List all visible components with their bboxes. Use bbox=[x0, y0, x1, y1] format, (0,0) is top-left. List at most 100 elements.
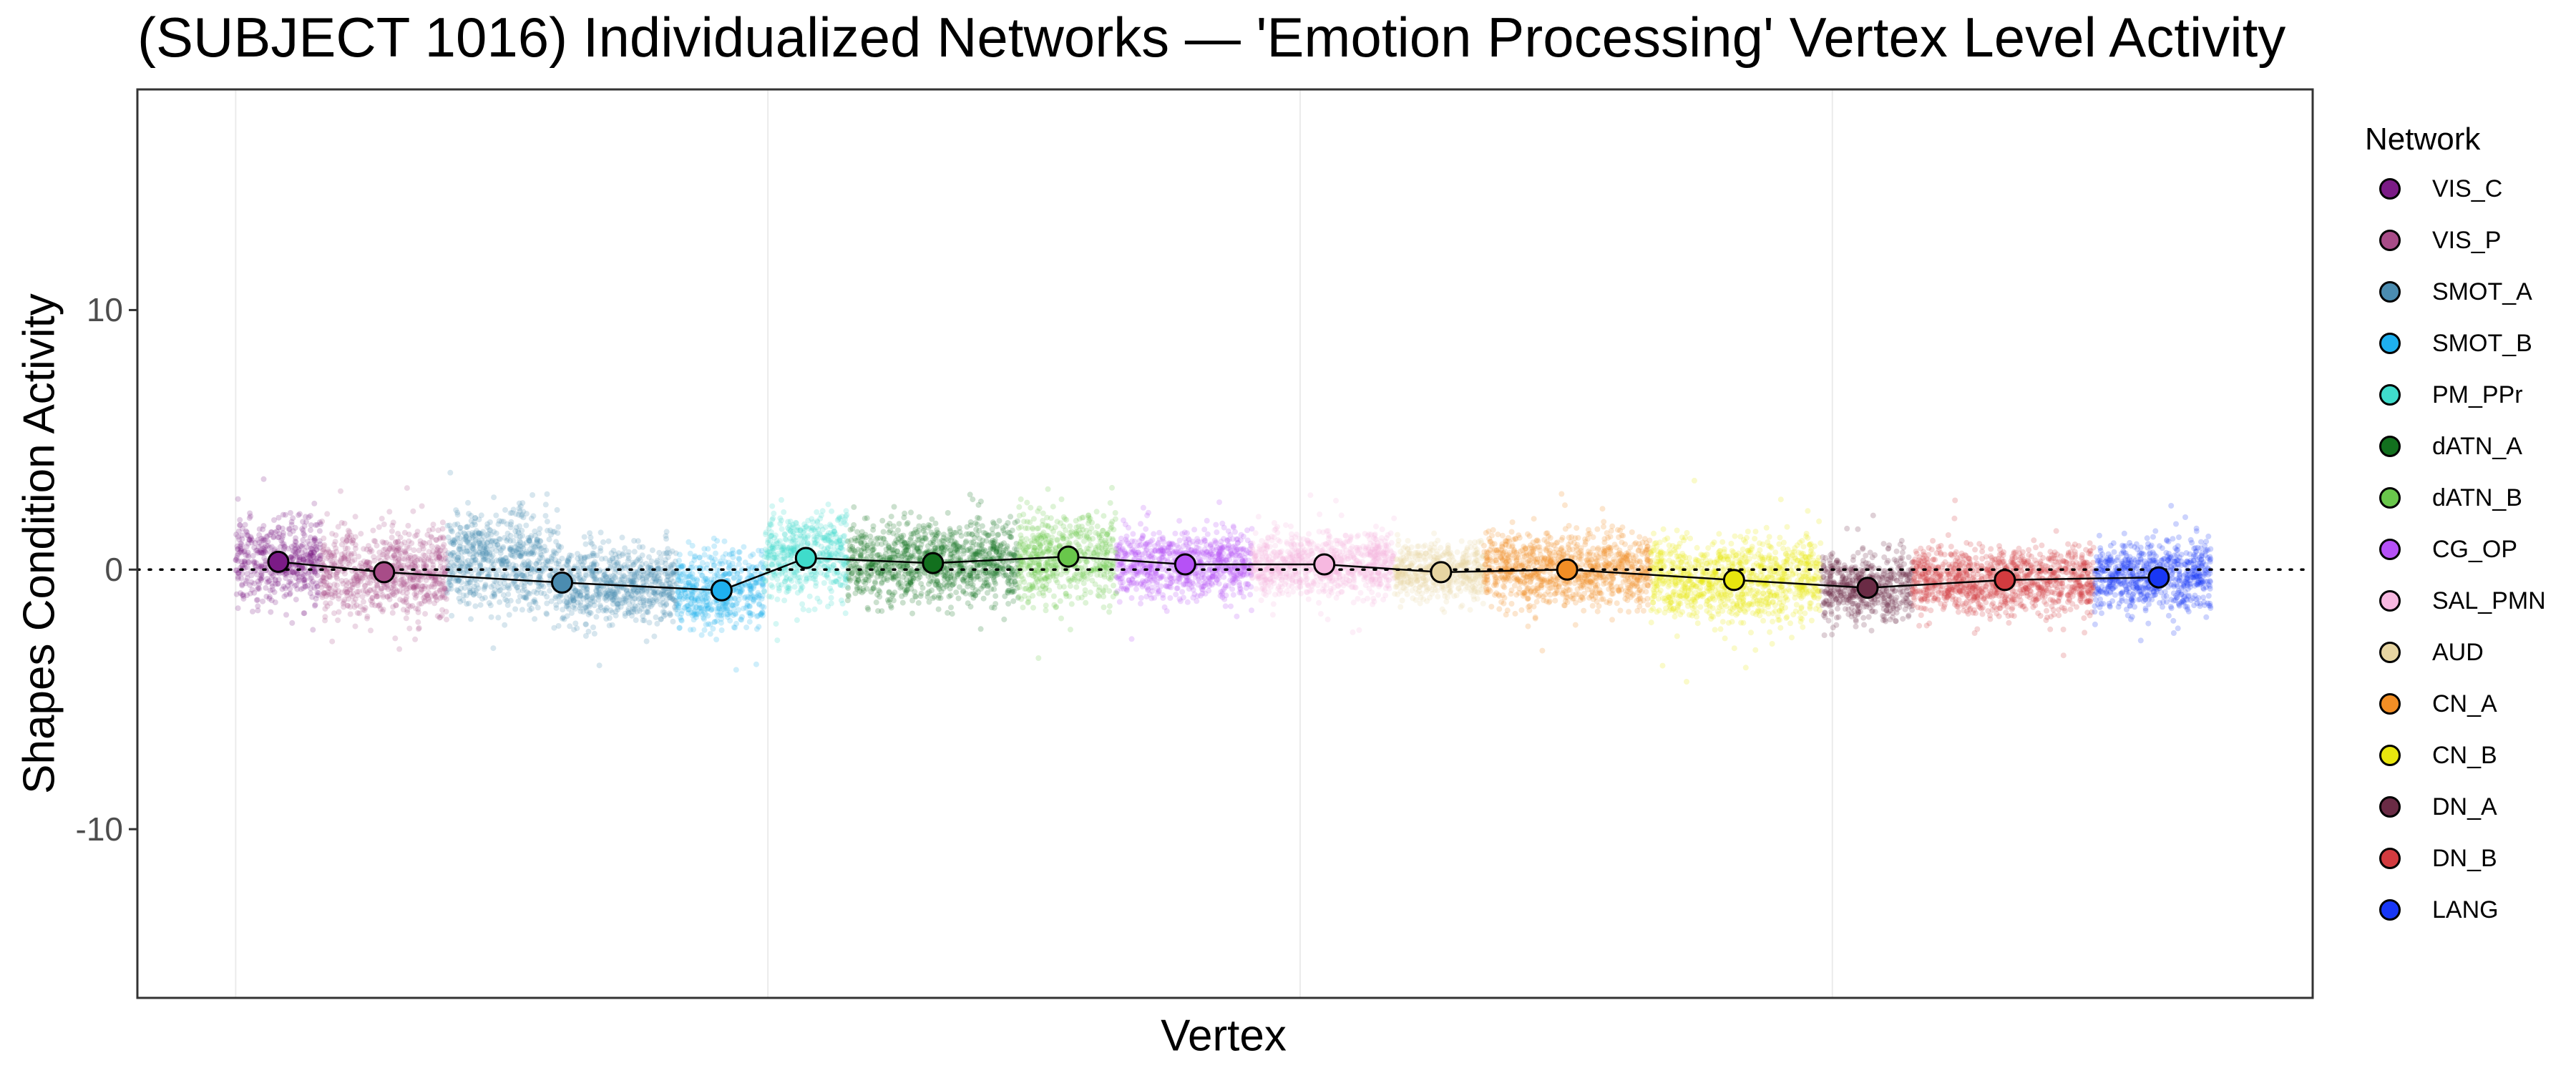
data-point bbox=[374, 593, 380, 599]
data-point bbox=[323, 582, 330, 589]
data-point bbox=[960, 544, 966, 551]
data-point bbox=[247, 536, 253, 543]
data-point bbox=[660, 609, 666, 615]
data-point bbox=[1095, 592, 1101, 599]
data-point bbox=[593, 614, 600, 620]
data-point bbox=[710, 626, 716, 632]
data-point bbox=[973, 526, 980, 533]
data-point bbox=[935, 606, 942, 612]
data-point bbox=[491, 494, 497, 501]
data-point bbox=[305, 571, 311, 577]
data-point bbox=[328, 591, 335, 597]
data-point bbox=[353, 573, 359, 579]
data-point bbox=[945, 609, 951, 616]
data-point bbox=[914, 547, 920, 553]
data-point bbox=[555, 561, 562, 567]
data-point bbox=[390, 604, 396, 610]
data-point bbox=[396, 562, 401, 568]
data-point bbox=[256, 563, 263, 569]
data-point bbox=[355, 578, 361, 584]
data-point bbox=[794, 617, 800, 623]
data-point bbox=[590, 624, 596, 630]
data-point bbox=[411, 554, 418, 560]
data-point bbox=[681, 604, 688, 611]
data-point bbox=[248, 539, 255, 546]
data-point bbox=[451, 541, 457, 547]
data-point bbox=[268, 609, 274, 615]
data-point bbox=[1045, 486, 1051, 492]
data-point bbox=[270, 534, 277, 540]
data-point bbox=[288, 521, 295, 528]
data-point bbox=[406, 585, 412, 592]
data-point bbox=[953, 589, 960, 596]
data-point bbox=[293, 569, 300, 576]
data-point bbox=[237, 522, 243, 529]
data-point bbox=[838, 520, 844, 526]
data-point bbox=[439, 612, 445, 619]
data-point bbox=[316, 589, 322, 596]
data-point bbox=[429, 526, 436, 532]
data-point bbox=[329, 531, 336, 537]
data-point bbox=[825, 603, 831, 609]
data-point bbox=[235, 550, 242, 557]
data-point bbox=[439, 607, 445, 613]
data-point bbox=[296, 554, 303, 561]
data-point bbox=[1112, 510, 1118, 516]
data-point bbox=[436, 548, 443, 554]
data-point bbox=[781, 597, 788, 604]
data-point bbox=[258, 562, 265, 569]
data-point bbox=[351, 550, 357, 557]
data-point bbox=[301, 557, 307, 563]
data-point bbox=[238, 546, 245, 552]
data-point bbox=[311, 536, 318, 543]
data-point bbox=[537, 526, 543, 532]
data-point bbox=[361, 558, 367, 564]
data-point bbox=[262, 549, 268, 555]
data-point bbox=[245, 549, 251, 556]
data-point bbox=[899, 537, 906, 544]
data-point bbox=[457, 525, 463, 531]
data-point bbox=[420, 539, 426, 546]
data-point bbox=[393, 539, 399, 545]
data-point bbox=[296, 557, 302, 563]
data-point bbox=[243, 580, 249, 587]
data-point bbox=[701, 627, 708, 633]
data-point bbox=[388, 544, 394, 550]
data-point bbox=[448, 552, 454, 559]
data-point bbox=[262, 544, 268, 551]
data-point bbox=[384, 553, 390, 559]
data-point bbox=[439, 592, 445, 599]
data-point bbox=[346, 529, 353, 535]
data-point bbox=[321, 579, 327, 584]
data-point bbox=[680, 563, 686, 569]
data-point bbox=[839, 563, 846, 569]
data-point bbox=[886, 589, 892, 595]
data-point bbox=[312, 537, 318, 544]
data-point bbox=[404, 589, 410, 596]
data-point bbox=[404, 607, 411, 613]
data-point bbox=[709, 606, 716, 612]
data-point bbox=[369, 602, 375, 608]
data-point bbox=[290, 569, 296, 575]
data-point bbox=[555, 547, 562, 554]
data-point bbox=[559, 555, 565, 562]
data-point bbox=[302, 568, 308, 574]
data-point bbox=[561, 616, 567, 622]
data-point bbox=[257, 549, 263, 556]
data-point bbox=[420, 552, 426, 558]
data-point bbox=[418, 600, 424, 607]
data-point bbox=[440, 534, 447, 540]
data-point bbox=[1020, 604, 1026, 611]
data-point bbox=[344, 589, 351, 596]
data-point bbox=[288, 544, 295, 550]
data-point bbox=[652, 590, 658, 597]
data-point bbox=[311, 549, 317, 555]
data-point bbox=[308, 550, 314, 557]
data-point bbox=[283, 511, 288, 518]
data-point bbox=[601, 572, 607, 579]
data-point bbox=[426, 539, 433, 546]
data-point bbox=[255, 584, 261, 591]
data-point bbox=[763, 529, 769, 536]
data-point bbox=[806, 607, 812, 614]
data-point bbox=[246, 536, 252, 543]
